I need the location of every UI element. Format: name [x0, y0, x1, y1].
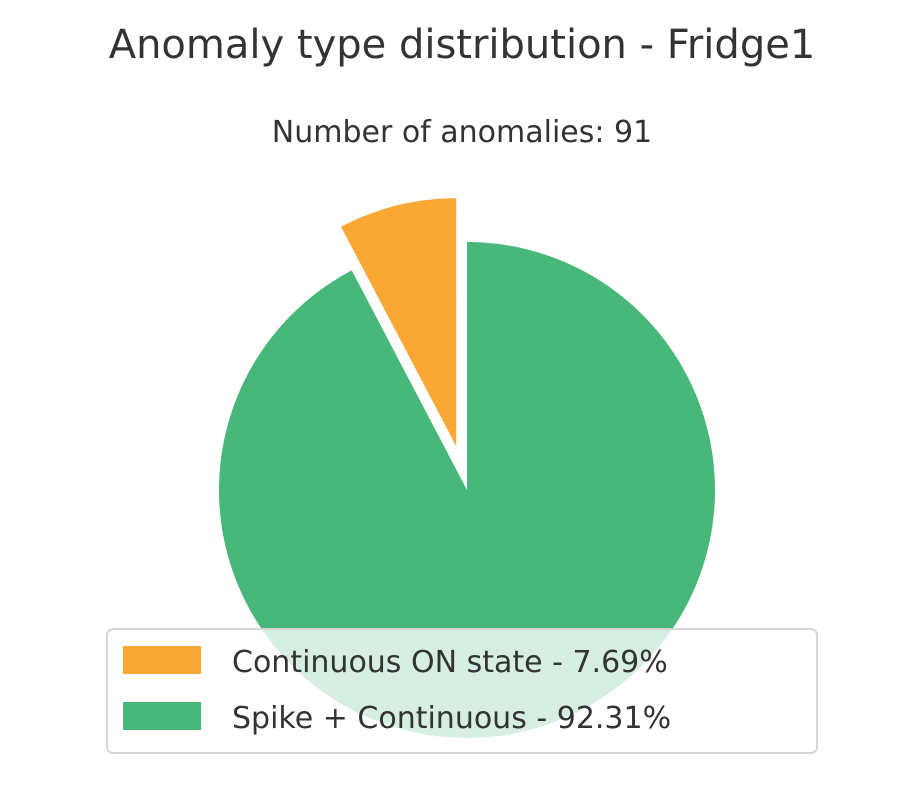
- pie-slices: [218, 198, 715, 738]
- legend-label: Continuous ON state - 7.69%: [232, 645, 668, 680]
- legend-label: Spike + Continuous - 92.31%: [232, 701, 671, 736]
- pie-slice-continuous-on-state: [341, 198, 457, 447]
- chart-title: Anomaly type distribution - Fridge1: [109, 22, 816, 68]
- legend-swatch: [123, 646, 201, 674]
- legend-swatch: [123, 702, 201, 730]
- chart-subtitle: Number of anomalies: 91: [272, 115, 652, 150]
- pie-slice-spike-continuous: [218, 241, 715, 738]
- legend: Continuous ON state - 7.69% Spike + Conti…: [106, 628, 818, 754]
- legend-box: [106, 628, 818, 754]
